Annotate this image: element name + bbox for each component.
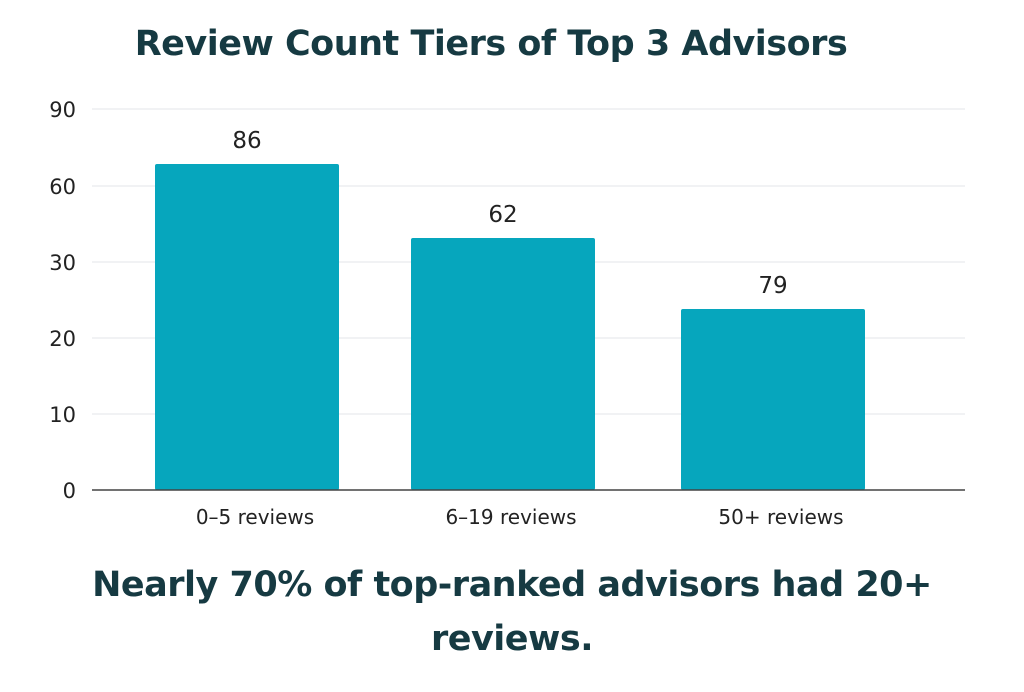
caption-line-1: Nearly 70% of top-ranked advisors had 20… [92, 565, 932, 605]
y-tick-label: 90 [49, 98, 76, 122]
y-tick-label: 60 [49, 175, 76, 199]
chart-caption: Nearly 70% of top-ranked advisors had 20… [40, 558, 984, 666]
bar [155, 164, 339, 490]
x-tick-label: 50+ reviews [718, 505, 843, 529]
x-axis-ticks: 0–5 reviews 6–19 reviews 50+ reviews [196, 505, 844, 529]
y-tick-label: 30 [49, 251, 76, 275]
x-tick-label: 0–5 reviews [196, 505, 314, 529]
caption-line-2: reviews. [430, 619, 594, 659]
data-label: 62 [488, 202, 517, 228]
data-label: 86 [232, 128, 261, 154]
data-labels: 86 62 79 [232, 128, 787, 299]
data-label: 79 [758, 273, 787, 299]
bar [411, 238, 595, 490]
x-tick-label: 6–19 reviews [445, 505, 576, 529]
y-axis-ticks: 0 10 20 30 60 90 [49, 98, 76, 503]
y-tick-label: 20 [49, 327, 76, 351]
chart-title: Review Count Tiers of Top 3 Advisors [134, 24, 848, 64]
y-tick-label: 0 [63, 479, 76, 503]
y-tick-label: 10 [49, 403, 76, 427]
bars [155, 164, 865, 490]
bar [681, 309, 865, 490]
